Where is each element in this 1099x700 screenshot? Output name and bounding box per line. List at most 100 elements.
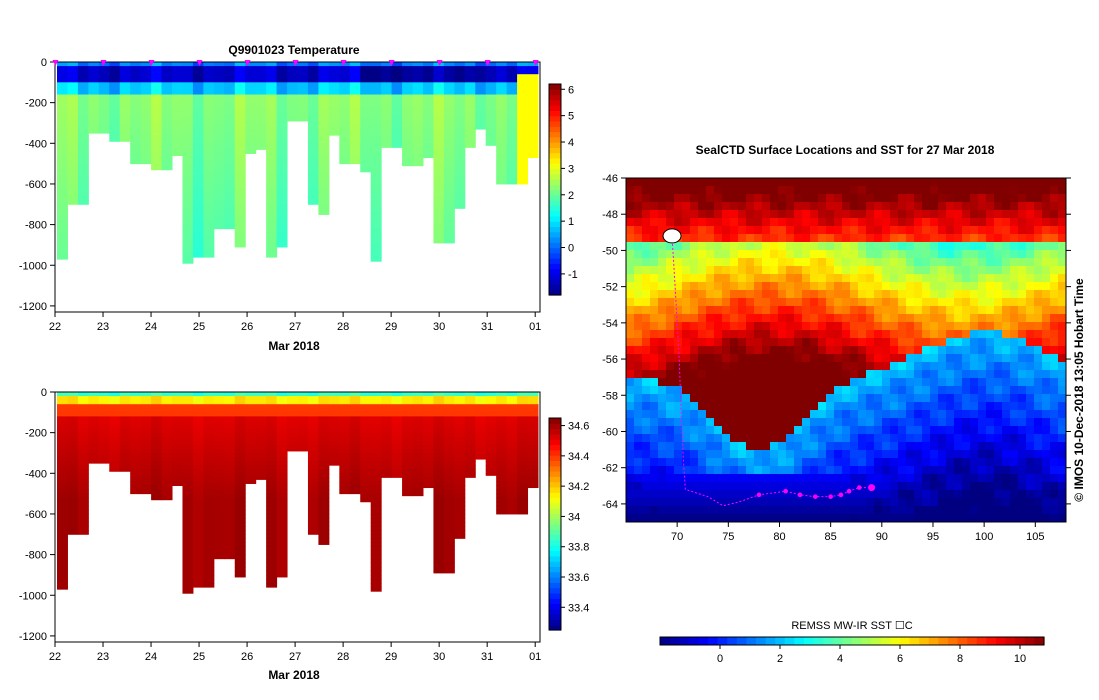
temp-section-cell (402, 62, 414, 67)
temp-section-cell (192, 248, 204, 254)
temp-section-cell (527, 155, 539, 159)
temp-section-cell (402, 155, 414, 161)
sst-cell (858, 290, 867, 299)
sal-section-cell (443, 485, 455, 491)
sal-section-cell (182, 436, 194, 442)
sst-cell (914, 426, 923, 435)
sst-cell (1042, 378, 1051, 387)
temp-section-cell (192, 102, 204, 108)
sst-cell (1042, 202, 1051, 211)
temp-section-cell (57, 244, 68, 250)
sal-section-cell (77, 481, 89, 486)
sal-section-cell (443, 526, 455, 531)
temp-section-cell (443, 82, 455, 87)
temp-section-cell (234, 102, 246, 108)
sal-section-cell (506, 469, 518, 474)
sal-section-cell (287, 392, 298, 397)
temp-section-cell (307, 196, 319, 201)
sst-cell (818, 402, 827, 411)
sal-section-cell (287, 416, 298, 421)
sal-section-cell (224, 505, 236, 511)
sst-cell (986, 282, 995, 291)
temp-section-cell (234, 131, 246, 136)
temp-section-cell (255, 106, 267, 112)
temp-section-cell (339, 135, 351, 140)
sst-cell (738, 458, 747, 467)
temp-section-cell (98, 106, 110, 112)
sst-cell (818, 210, 827, 219)
temp-section-cell (266, 62, 278, 67)
sst-cell (1058, 218, 1067, 227)
sal-section-cell (77, 444, 89, 450)
sal-section-cell (151, 432, 163, 438)
sal-section-cell (527, 465, 539, 470)
sst-cell (810, 282, 819, 291)
temp-section-cell (318, 94, 330, 100)
sal-section-cell (370, 457, 382, 462)
sal-section-cell (98, 444, 110, 450)
sst-cell (626, 250, 635, 259)
temp-section-cell (203, 122, 215, 128)
sst-cell (794, 242, 803, 251)
temp-section-cell (57, 212, 68, 217)
sst-cell (962, 426, 971, 435)
sal-section-cell (454, 509, 466, 515)
sst-cell (634, 258, 643, 267)
sst-cell (922, 226, 931, 235)
sal-section-cell (485, 465, 497, 470)
salinity-x-ticks: 22 23 24 25 26 27 28 29 30 31 01 (49, 642, 541, 663)
sal-section-cell (203, 583, 215, 588)
temp-section-cell (443, 204, 455, 209)
sal-section-cell (370, 562, 382, 568)
sst-cell (1058, 226, 1067, 235)
temp-section-cell (224, 70, 236, 75)
sst-cell (866, 258, 875, 267)
temp-section-cell (307, 98, 319, 104)
x-tick-label: 29 (385, 651, 397, 663)
temp-section-cell (88, 118, 100, 124)
sst-cell (650, 274, 659, 283)
sst-cell (690, 306, 699, 315)
sst-cell (930, 194, 939, 203)
temp-section-cell (307, 200, 319, 205)
sst-cell (922, 298, 931, 307)
temp-section-cell (213, 147, 225, 152)
temp-section-cell (349, 98, 361, 104)
sst-cell (642, 226, 651, 235)
temp-section-cell (266, 240, 278, 246)
sal-section-cell (422, 408, 434, 413)
sst-cell (842, 418, 851, 427)
sst-cell (746, 442, 755, 451)
sst-cell (746, 338, 755, 347)
sst-cell (626, 266, 635, 275)
sst-cell (874, 250, 883, 259)
sal-section-cell (234, 432, 246, 438)
sal-section-cell (433, 566, 445, 572)
sal-section-cell (203, 513, 215, 519)
sst-cell (738, 322, 747, 331)
sal-section-cell (266, 452, 278, 458)
temp-section-cell (422, 106, 434, 112)
sst-cell (682, 290, 691, 299)
sal-section-cell (234, 538, 246, 543)
salinity-colorbar-swatch (549, 550, 561, 557)
sst-cell (1034, 322, 1043, 331)
sst-cell (834, 210, 843, 219)
sst-cell (1050, 426, 1059, 435)
sal-section-cell (234, 509, 246, 515)
sst-cell (626, 386, 635, 395)
sst-cell (730, 218, 739, 227)
sst-cell (690, 258, 699, 267)
sst-cell (914, 458, 923, 467)
temp-section-cell (224, 78, 236, 83)
sst-cell (1002, 266, 1011, 275)
sst-cell (938, 314, 947, 323)
sst-cell (986, 266, 995, 275)
sal-section-cell (234, 546, 246, 552)
sst-cell (802, 258, 811, 267)
sal-section-cell (433, 396, 445, 401)
sst-cell (778, 402, 787, 411)
temp-section-cell (213, 159, 225, 165)
sal-section-cell (307, 420, 319, 426)
temp-section-cell (443, 86, 455, 91)
